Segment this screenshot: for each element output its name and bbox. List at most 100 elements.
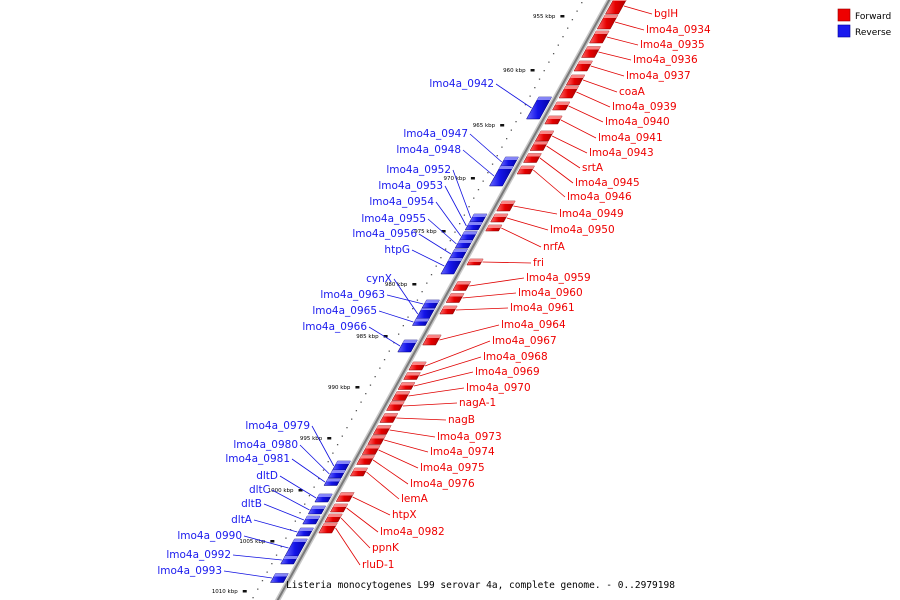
gene-block-lmo4a-0939[interactable] xyxy=(558,85,580,99)
gene-label-lmo4a-0976[interactable]: lmo4a_0976 xyxy=(410,478,475,490)
gene-block-lmo4a-0948[interactable] xyxy=(489,165,514,187)
gene-block-lmo4a-0960[interactable] xyxy=(445,293,465,303)
gene-label-lmo4a-0961[interactable]: lmo4a_0961 xyxy=(510,302,575,314)
gene-label-htpg[interactable]: htpG xyxy=(384,244,410,256)
gene-label-lmo4a-0954[interactable]: lmo4a_0954 xyxy=(369,196,434,208)
gene-label-dltc[interactable]: dltC xyxy=(249,484,270,496)
gene-block-dltd[interactable] xyxy=(314,493,333,503)
gene-block-lmo4a-0961[interactable] xyxy=(439,305,458,315)
gene-block-lmo4a-0966[interactable] xyxy=(397,339,418,353)
gene-label-lmo4a-0945[interactable]: lmo4a_0945 xyxy=(575,177,640,189)
gene-label-lmo4a-0990[interactable]: lmo4a_0990 xyxy=(177,530,242,542)
gene-block-lmo4a-0955[interactable] xyxy=(454,239,474,249)
gene-block-lmo4a-0982[interactable] xyxy=(329,503,349,513)
gene-label-fri[interactable]: fri xyxy=(533,257,544,269)
gene-block-lmo4a-0963[interactable] xyxy=(421,299,440,309)
gene-label-lmo4a-0941[interactable]: lmo4a_0941 xyxy=(598,132,663,144)
gene-block-lmo4a-0941[interactable] xyxy=(544,115,563,125)
gene-label-lema[interactable]: lemA xyxy=(401,493,429,505)
gene-label-lmo4a-0959[interactable]: lmo4a_0959 xyxy=(526,272,591,284)
gene-block-lmo4a-0940[interactable] xyxy=(552,101,571,111)
gene-label-lmo4a-0964[interactable]: lmo4a_0964 xyxy=(501,319,566,331)
gene-block-lmo4a-0959[interactable] xyxy=(452,281,472,291)
gene-label-lmo4a-0992[interactable]: lmo4a_0992 xyxy=(166,549,231,561)
gene-label-lmo4a-0946[interactable]: lmo4a_0946 xyxy=(567,191,632,203)
gene-label-ppnk[interactable]: ppnK xyxy=(372,542,400,554)
gene-label-lmo4a-0940[interactable]: lmo4a_0940 xyxy=(605,116,670,128)
gene-block-bglh[interactable] xyxy=(605,0,628,15)
gene-label-lmo4a-0955[interactable]: lmo4a_0955 xyxy=(361,213,426,225)
gene-label-dltd[interactable]: dltD xyxy=(256,470,278,482)
gene-block-lmo4a-0935[interactable] xyxy=(589,30,610,44)
gene-block-rlud-1[interactable] xyxy=(318,522,338,534)
gene-block-htpg[interactable] xyxy=(440,257,464,275)
gene-label-lmo4a-0953[interactable]: lmo4a_0953 xyxy=(378,180,443,192)
gene-block-lmo4a-0993[interactable] xyxy=(270,573,289,583)
gene-block-dltb[interactable] xyxy=(302,515,321,525)
gene-label-lmo4a-0942[interactable]: lmo4a_0942 xyxy=(429,78,494,90)
gene-label-lmo4a-0993[interactable]: lmo4a_0993 xyxy=(157,565,222,577)
gene-label-lmo4a-0952[interactable]: lmo4a_0952 xyxy=(386,164,451,176)
gene-block-naga-1[interactable] xyxy=(386,401,405,411)
gene-block-lmo4a-0979[interactable] xyxy=(331,460,351,472)
gene-block-dltc[interactable] xyxy=(307,505,327,515)
gene-block-ppnk[interactable] xyxy=(324,513,343,523)
gene-block-lmo4a-0937[interactable] xyxy=(573,60,593,72)
gene-label-lmo4a-0943[interactable]: lmo4a_0943 xyxy=(589,147,654,159)
gene-block-srta[interactable] xyxy=(529,141,549,151)
gene-label-lmo4a-0968[interactable]: lmo4a_0968 xyxy=(483,351,548,363)
gene-block-coaa[interactable] xyxy=(565,74,586,86)
gene-label-lmo4a-0979[interactable]: lmo4a_0979 xyxy=(245,420,310,432)
gene-block-lmo4a-0970[interactable] xyxy=(391,391,411,401)
gene-block-nrfa[interactable] xyxy=(485,224,503,232)
gene-block-lmo4a-0965[interactable] xyxy=(411,318,430,326)
gene-block-htpx[interactable] xyxy=(335,492,355,502)
gene-block-lmo4a-0974[interactable] xyxy=(367,435,387,445)
gene-block-dlta[interactable] xyxy=(295,527,314,537)
gene-block-lmo4a-0953[interactable] xyxy=(464,221,484,231)
gene-label-dlta[interactable]: dltA xyxy=(231,514,253,526)
gene-block-lmo4a-0950[interactable] xyxy=(490,213,509,223)
gene-block-fri[interactable] xyxy=(466,258,484,266)
gene-block-lmo4a-0946[interactable] xyxy=(516,165,535,175)
gene-label-lmo4a-0947[interactable]: lmo4a_0947 xyxy=(403,128,468,140)
gene-label-rlud-1[interactable]: rluD-1 xyxy=(362,559,394,571)
gene-block-lmo4a-0934[interactable] xyxy=(596,14,619,30)
gene-block-lmo4a-0968[interactable] xyxy=(403,372,421,380)
gene-label-lmo4a-0970[interactable]: lmo4a_0970 xyxy=(466,382,531,394)
gene-block-lmo4a-0967[interactable] xyxy=(408,361,427,371)
gene-label-lmo4a-0974[interactable]: lmo4a_0974 xyxy=(430,446,495,458)
gene-label-lmo4a-0966[interactable]: lmo4a_0966 xyxy=(302,321,367,333)
gene-label-lmo4a-0934[interactable]: lmo4a_0934 xyxy=(646,24,711,36)
gene-label-lmo4a-0948[interactable]: lmo4a_0948 xyxy=(396,144,461,156)
gene-label-nrfa[interactable]: nrfA xyxy=(543,241,566,253)
gene-block-lmo4a-0976[interactable] xyxy=(356,455,376,465)
gene-block-lmo4a-0942[interactable] xyxy=(526,96,553,120)
gene-block-lmo4a-0949[interactable] xyxy=(496,200,516,212)
gene-label-lmo4a-0963[interactable]: lmo4a_0963 xyxy=(320,289,385,301)
gene-label-lmo4a-0956[interactable]: lmo4a_0956 xyxy=(352,228,417,240)
gene-label-lmo4a-0967[interactable]: lmo4a_0967 xyxy=(492,335,557,347)
gene-block-lmo4a-0973[interactable] xyxy=(372,425,392,435)
gene-label-lmo4a-0973[interactable]: lmo4a_0973 xyxy=(437,431,502,443)
gene-block-lmo4a-0936[interactable] xyxy=(581,46,601,58)
gene-label-lmo4a-0965[interactable]: lmo4a_0965 xyxy=(312,305,377,317)
gene-label-lmo4a-0939[interactable]: lmo4a_0939 xyxy=(612,101,677,113)
gene-block-lmo4a-0980[interactable] xyxy=(327,469,347,479)
gene-label-dltb[interactable]: dltB xyxy=(241,498,262,510)
gene-label-lmo4a-0960[interactable]: lmo4a_0960 xyxy=(518,287,583,299)
gene-block-lmo4a-0943[interactable] xyxy=(534,130,555,142)
gene-block-lema[interactable] xyxy=(349,467,369,477)
gene-label-bglh[interactable]: bglH xyxy=(654,8,678,20)
gene-label-lmo4a-0969[interactable]: lmo4a_0969 xyxy=(475,366,540,378)
gene-label-htpx[interactable]: htpX xyxy=(392,509,417,521)
gene-label-lmo4a-0975[interactable]: lmo4a_0975 xyxy=(420,462,485,474)
gene-label-lmo4a-0950[interactable]: lmo4a_0950 xyxy=(550,224,615,236)
gene-label-lmo4a-0935[interactable]: lmo4a_0935 xyxy=(640,39,705,51)
gene-block-lmo4a-0975[interactable] xyxy=(361,445,381,455)
gene-label-naga-1[interactable]: nagA-1 xyxy=(459,397,496,409)
gene-label-lmo4a-0980[interactable]: lmo4a_0980 xyxy=(233,439,298,451)
gene-block-lmo4a-0981[interactable] xyxy=(323,478,342,486)
gene-label-coaa[interactable]: coaA xyxy=(619,86,646,98)
gene-label-nagb[interactable]: nagB xyxy=(448,414,475,426)
